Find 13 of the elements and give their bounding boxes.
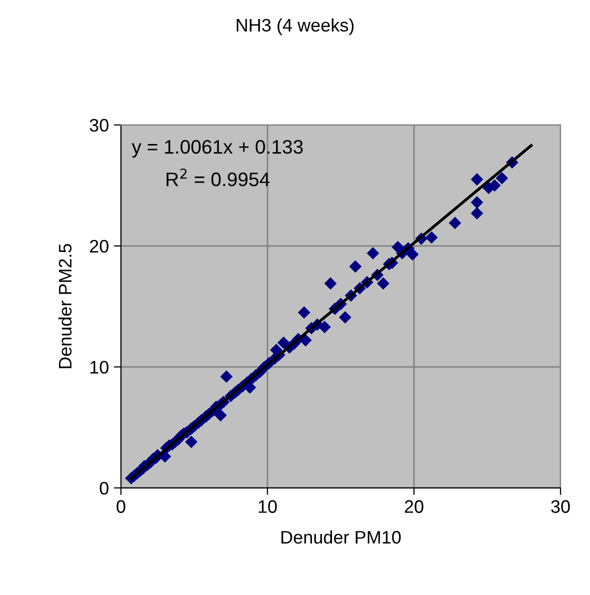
- annotation: y = 1.0061x + 0.133: [132, 140, 303, 158]
- x-tick-label: 20: [404, 500, 424, 513]
- y-tick-label: 30: [90, 118, 108, 132]
- chart-title: NH3 (4 weeks): [236, 18, 354, 36]
- y-tick-label: 10: [90, 360, 108, 374]
- y-axis-title: Denuder PM2.5: [58, 244, 72, 368]
- x-tick-label: 30: [551, 500, 570, 513]
- annotation: R$^{2}$ = 0.9954: [166, 168, 270, 186]
- y-tick-label: 20: [90, 240, 108, 253]
- x-tick-label: 0: [116, 500, 126, 513]
- y-tick-label: 0: [100, 482, 108, 495]
- x-axis-title: Denuder PM10: [281, 530, 401, 544]
- x-tick-label: 10: [258, 500, 277, 513]
